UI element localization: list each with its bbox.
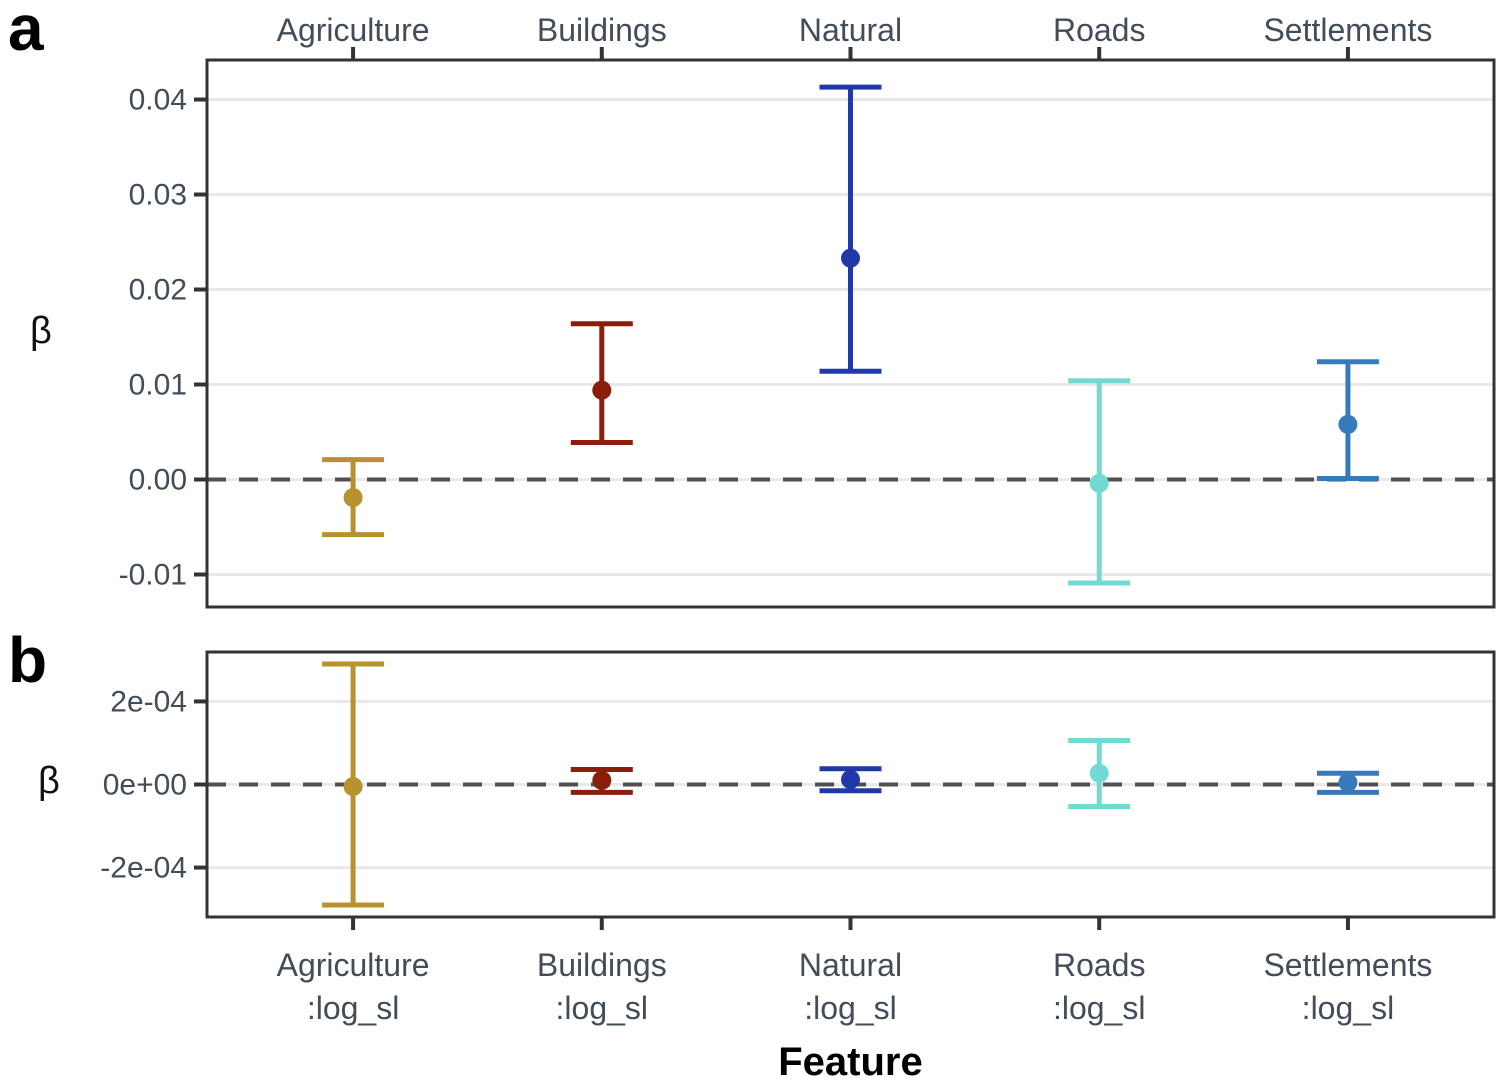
point-estimate-settlements-b bbox=[1338, 772, 1358, 792]
point-estimate-agriculture-a bbox=[343, 488, 363, 508]
point-estimate-agriculture-b bbox=[343, 777, 363, 797]
y-tick-label-a: 0.03 bbox=[129, 179, 187, 212]
top-axis-label-buildings: Buildings bbox=[537, 12, 667, 48]
point-estimate-roads-b bbox=[1089, 763, 1109, 783]
y-tick-label-b: 2e-04 bbox=[110, 685, 187, 718]
bottom-axis-sublabel-roads: :log_sl bbox=[1053, 990, 1146, 1026]
y-tick-label-a: 0.04 bbox=[129, 84, 187, 117]
panel-a-y-axis-title: β bbox=[30, 310, 52, 352]
bottom-axis-label-roads: Roads bbox=[1053, 947, 1146, 983]
y-tick-label-a: 0.00 bbox=[129, 464, 187, 497]
point-estimate-natural-a bbox=[841, 248, 860, 268]
bottom-axis-sublabel-agriculture: :log_sl bbox=[307, 990, 400, 1026]
bottom-axis-sublabel-settlements: :log_sl bbox=[1302, 990, 1395, 1026]
bottom-axis-sublabel-buildings: :log_sl bbox=[556, 990, 649, 1026]
point-estimate-settlements-a bbox=[1338, 414, 1358, 434]
bottom-axis-label-buildings: Buildings bbox=[537, 947, 667, 983]
point-estimate-natural-b bbox=[841, 770, 860, 790]
top-axis-label-settlements: Settlements bbox=[1263, 12, 1432, 48]
point-estimate-buildings-a bbox=[592, 380, 612, 400]
bottom-axis-label-settlements: Settlements bbox=[1263, 947, 1432, 983]
y-tick-label-a: 0.01 bbox=[129, 369, 187, 402]
bottom-axis-label-agriculture: Agriculture bbox=[277, 947, 430, 983]
y-tick-label-a: -0.01 bbox=[119, 559, 187, 592]
panel-b-label: b bbox=[8, 624, 48, 696]
point-estimate-buildings-b bbox=[592, 770, 612, 790]
bottom-axis-label-natural: Natural bbox=[799, 947, 902, 983]
x-axis-title: Feature bbox=[778, 1040, 923, 1084]
y-tick-label-b: 0e+00 bbox=[103, 769, 187, 802]
top-axis-label-roads: Roads bbox=[1053, 12, 1146, 48]
top-axis-label-natural: Natural bbox=[799, 12, 902, 48]
y-tick-label-a: 0.02 bbox=[129, 274, 187, 307]
bottom-axis-sublabel-natural: :log_sl bbox=[804, 990, 897, 1026]
top-axis-label-agriculture: Agriculture bbox=[277, 12, 430, 48]
panel-a-label: a bbox=[8, 0, 44, 64]
panel-b-y-axis-title: β bbox=[38, 760, 60, 802]
y-tick-label-b: -2e-04 bbox=[100, 852, 187, 885]
point-estimate-roads-a bbox=[1089, 473, 1109, 493]
